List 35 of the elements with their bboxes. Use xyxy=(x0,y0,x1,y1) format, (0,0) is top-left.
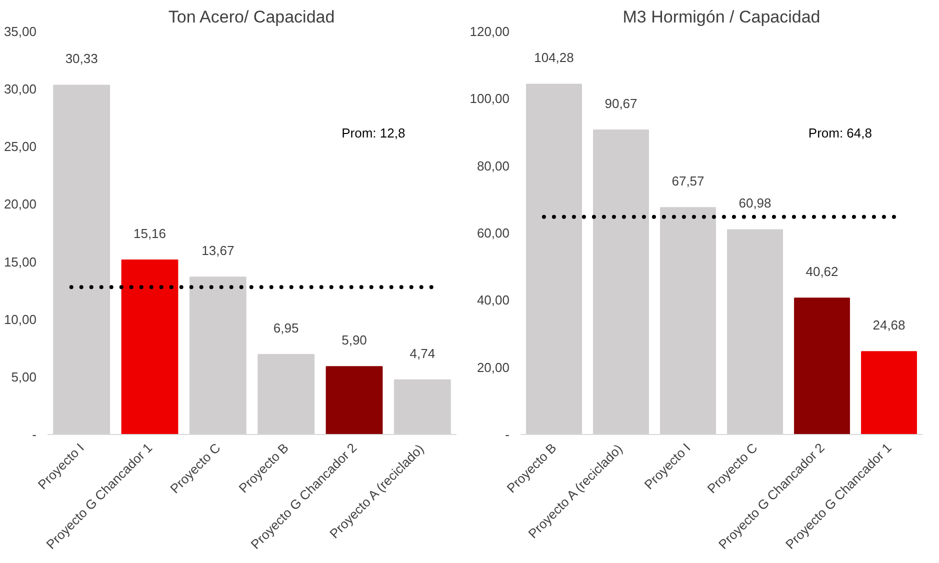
data-label: 60,98 xyxy=(738,196,772,211)
y-tick-label: 20,00 xyxy=(4,196,37,212)
data-label: 104,28 xyxy=(534,50,574,66)
data-label: 90,67 xyxy=(604,96,638,111)
data-label: 15,16 xyxy=(133,226,166,241)
bar xyxy=(794,298,850,434)
y-tick-label: 80,00 xyxy=(476,158,510,174)
y-tick-label: 35,00 xyxy=(4,24,37,39)
y-tick-label: 120,00 xyxy=(470,24,510,39)
chart-title: M3 Hormigón / Capacidad xyxy=(622,8,820,26)
data-label: 4,74 xyxy=(410,346,436,361)
bar xyxy=(326,366,383,434)
y-tick-label: 60,00 xyxy=(476,226,510,240)
bar xyxy=(861,351,917,434)
chart-title: Ton Acero/ Capacidad xyxy=(168,8,335,26)
y-tick-label: 5,00 xyxy=(11,369,37,384)
ref-line-label: Prom: 12,8 xyxy=(342,125,406,140)
data-label: 13,67 xyxy=(202,242,234,258)
y-tick-label: 15,00 xyxy=(4,254,37,270)
data-label: 67,57 xyxy=(672,173,704,188)
y-tick-label: 100,00 xyxy=(470,91,510,106)
data-label: 6,95 xyxy=(273,320,299,336)
data-label: 24,68 xyxy=(872,317,906,332)
y-tick-label: - xyxy=(32,427,37,442)
y-tick-label: - xyxy=(505,427,510,442)
y-tick-label: 10,00 xyxy=(4,312,37,327)
y-tick-label: 30,00 xyxy=(4,82,37,97)
y-tick-label: 20,00 xyxy=(476,360,510,375)
ref-line-label: Prom: 64,8 xyxy=(808,125,872,140)
y-tick-label: 40,00 xyxy=(476,292,510,308)
y-tick-label: 25,00 xyxy=(4,139,37,154)
data-label: 5,90 xyxy=(342,332,367,348)
data-label: 40,62 xyxy=(806,264,838,279)
bar xyxy=(121,259,178,434)
data-label: 30,33 xyxy=(65,51,98,66)
